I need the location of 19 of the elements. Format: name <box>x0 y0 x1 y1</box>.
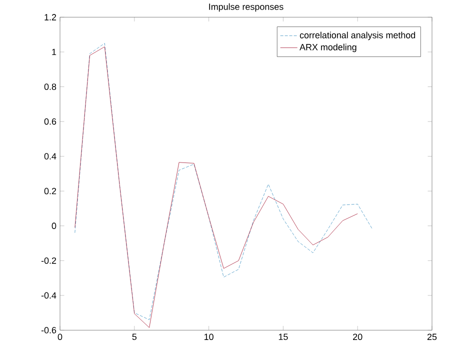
x-tick-label: 20 <box>353 334 362 340</box>
y-tick-label: -0.2 <box>41 257 56 264</box>
legend-label: correlational analysis method <box>300 32 416 40</box>
y-tick-label: 0.2 <box>44 188 56 194</box>
y-tick-label: -0.4 <box>41 292 56 298</box>
y-tick-label: 0 <box>52 222 56 229</box>
x-tick-label: 25 <box>427 334 437 340</box>
y-tick-label: 0.4 <box>44 153 56 160</box>
y-tick-label: 1 <box>52 48 56 55</box>
x-tick-label: 5 <box>132 334 137 340</box>
chart-title: Impulse responses <box>209 3 284 12</box>
y-tick-label: 0.6 <box>44 118 56 125</box>
x-tick-label: 15 <box>278 334 288 340</box>
y-tick-label: -0.6 <box>41 326 56 334</box>
y-tick-label: 1.2 <box>44 14 56 20</box>
x-tick-label: 0 <box>58 334 62 340</box>
x-tick-label: 10 <box>204 334 214 340</box>
legend-label: ARX modeling <box>300 44 356 52</box>
y-tick-label: 0.8 <box>44 83 56 90</box>
